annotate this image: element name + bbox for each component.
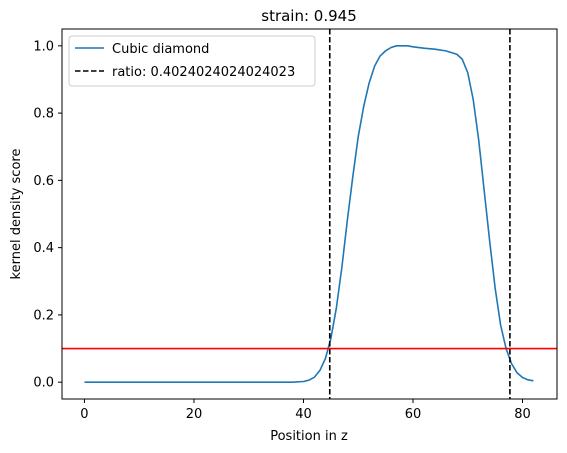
x-tick-label: 40 (295, 407, 312, 422)
x-axis: 0 20 40 60 80 (80, 399, 531, 422)
y-tick-label: 1.0 (33, 39, 54, 54)
y-axis-label: kernel density score (9, 149, 24, 280)
y-tick-label: 0.0 (33, 376, 54, 391)
y-tick-label: 0.4 (33, 241, 54, 256)
y-tick-label: 0.2 (33, 308, 54, 323)
plot-area (62, 29, 557, 399)
legend-box (68, 35, 316, 87)
plot-frame (61, 28, 558, 400)
legend: Cubic diamond ratio: 0.4024024024024023 (68, 35, 316, 87)
y-tick-label: 0.6 (33, 174, 54, 189)
legend-label-ratio: ratio: 0.4024024024024023 (112, 65, 295, 80)
x-axis-label: Position in z (270, 429, 348, 444)
x-tick-label: 60 (405, 407, 422, 422)
chart-title: strain: 0.945 (261, 7, 357, 25)
x-tick-label: 0 (80, 407, 88, 422)
x-tick-label: 80 (514, 407, 531, 422)
x-tick-label: 20 (186, 407, 203, 422)
legend-label-cubic-diamond: Cubic diamond (112, 42, 209, 57)
series-line-cubic-diamond (84, 45, 534, 383)
y-axis: 0.0 0.2 0.4 0.6 0.8 1.0 (33, 39, 62, 391)
y-tick-label: 0.8 (33, 107, 54, 122)
